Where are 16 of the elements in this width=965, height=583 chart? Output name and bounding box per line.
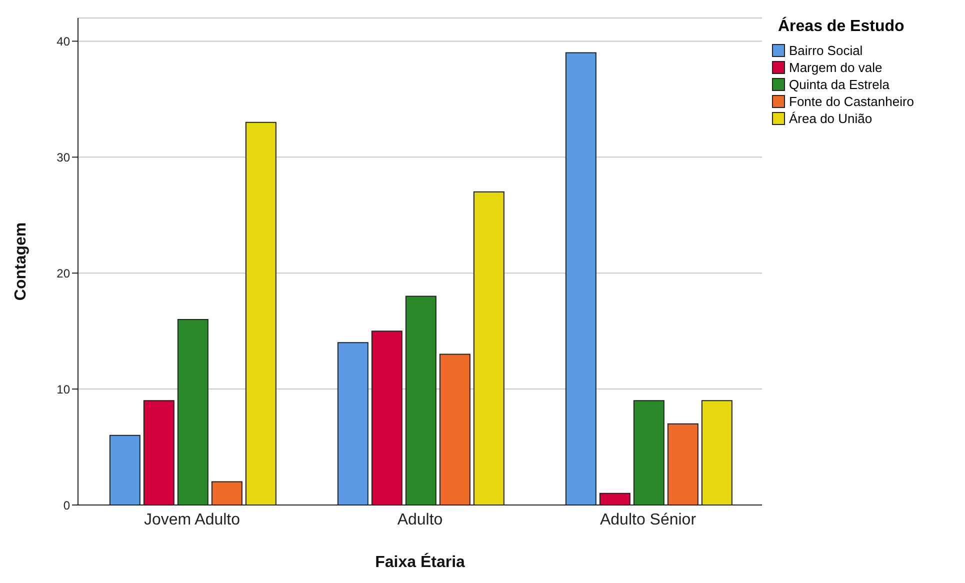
legend-label: Fonte do Castanheiro [789,94,914,109]
legend-label: Área do União [789,111,872,126]
y-tick-label: 40 [56,34,70,48]
y-axis-title: Contagem [12,222,30,301]
legend-label: Bairro Social [789,43,863,58]
legend-label: Margem do vale [789,60,882,75]
legend-label: Quinta da Estrela [789,77,890,92]
y-tick-label: 30 [56,150,70,164]
x-axis-title: Faixa Étaria [375,552,466,571]
x-tick-label: Adulto [397,511,443,528]
x-tick-label: Adulto Sénior [600,511,697,528]
y-tick-label: 10 [56,382,70,396]
legend-title: Áreas de Estudo [778,18,906,36]
y-tick-label: 0 [63,498,70,512]
x-tick-label: Jovem Adulto [144,511,240,528]
y-tick-label: 20 [56,266,70,280]
